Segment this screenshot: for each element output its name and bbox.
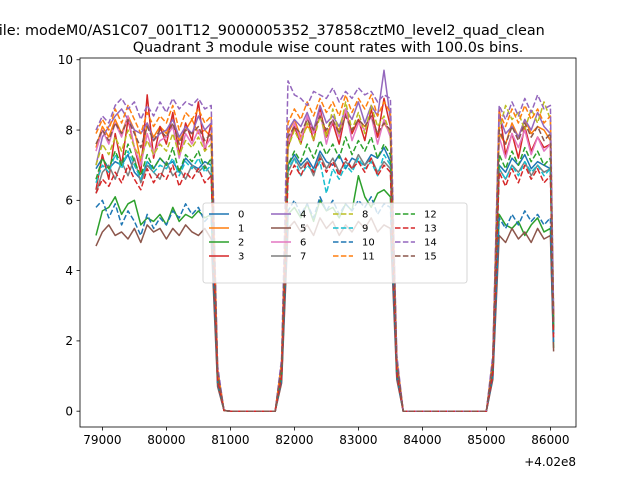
x-tick-label: 86000: [531, 433, 569, 447]
legend-label-11: 11: [362, 252, 375, 263]
legend-label-8: 8: [362, 210, 368, 221]
legend-label-13: 13: [424, 224, 437, 235]
series-line-15: [95, 115, 555, 412]
x-tick-label: 83000: [339, 433, 377, 447]
x-tick-label: 84000: [403, 433, 441, 447]
legend-box: [202, 202, 468, 284]
y-tick-label: 6: [65, 194, 73, 208]
x-tick-label: 79000: [83, 433, 121, 447]
legend-label-2: 2: [238, 238, 244, 249]
axes: 79000 80000 81000 82000 83000 84000 85000 86000…: [58, 53, 577, 469]
y-tick-label: 0: [65, 404, 73, 418]
x-tick-label: 82000: [275, 433, 313, 447]
legend-label-6: 6: [300, 238, 306, 249]
legend-label-5: 5: [300, 224, 306, 235]
legend-label-4: 4: [300, 210, 306, 221]
series-line-13: [95, 157, 555, 412]
x-tick-label: 81000: [211, 433, 249, 447]
y-tick-label: 8: [65, 123, 73, 137]
y-tick-label: 10: [58, 53, 73, 67]
plot-frame: [79, 57, 577, 428]
legend-label-12: 12: [424, 210, 437, 221]
legend-label-1: 1: [238, 224, 244, 235]
y-tick-label: 2: [65, 334, 73, 348]
chart-title: Quadrant 3 module wise count rates with …: [133, 40, 524, 56]
legend-label-10: 10: [362, 238, 375, 249]
x-tick-label: 80000: [147, 433, 185, 447]
figure-suptitle: n file: modeM0/AS1C07_001T12_9000005352_…: [0, 23, 545, 39]
legend-label-14: 14: [424, 238, 437, 249]
legend-label-9: 9: [362, 224, 368, 235]
legend-label-3: 3: [238, 252, 244, 263]
legend-label-7: 7: [300, 252, 306, 263]
y-tick-label: 4: [65, 264, 73, 278]
x-offset-label: +4.02e8: [524, 455, 576, 469]
x-tick-label: 85000: [467, 433, 505, 447]
legend-label-15: 15: [424, 252, 437, 263]
legend-label-0: 0: [238, 210, 244, 221]
